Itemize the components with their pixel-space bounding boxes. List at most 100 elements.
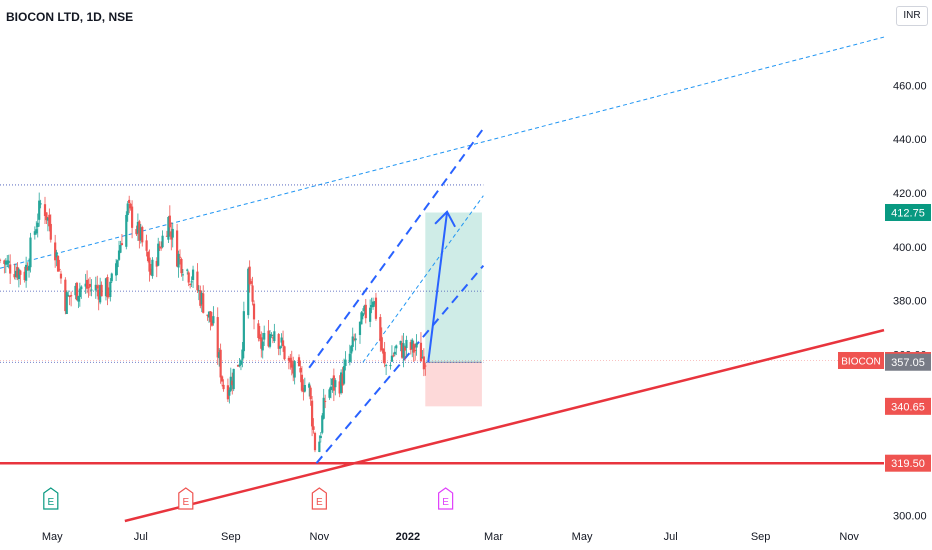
candle-body	[157, 243, 160, 266]
candle-body	[379, 317, 382, 342]
candle-body	[80, 286, 83, 290]
candle-body	[168, 215, 171, 228]
trendline-channel-upper[interactable]	[308, 127, 485, 369]
y-tick-label: 420.00	[893, 188, 927, 200]
stop-zone[interactable]	[425, 362, 482, 407]
candle-body	[354, 338, 357, 341]
candle-body	[350, 346, 353, 354]
trendline-upper-trend[interactable]	[0, 36, 885, 269]
candle-body	[33, 231, 36, 235]
candle-body	[100, 284, 103, 297]
candle-body	[187, 272, 190, 283]
candle-body	[180, 258, 183, 274]
currency-button[interactable]: INR	[896, 6, 928, 26]
earnings-marker[interactable]: E	[438, 487, 454, 510]
candle-body	[370, 305, 373, 308]
price-label-text: 319.50	[891, 458, 925, 470]
candle-body	[273, 331, 276, 342]
candle-body	[392, 355, 395, 357]
candle-body	[373, 301, 376, 305]
candle-body	[190, 281, 193, 283]
candle-body	[238, 364, 241, 367]
candle-body	[74, 285, 77, 296]
candle-body	[279, 346, 282, 349]
candle-body	[88, 283, 92, 287]
candle-body	[19, 270, 22, 275]
earnings-badge-shape	[311, 487, 327, 510]
candle-body	[293, 361, 296, 378]
trendlines	[0, 36, 885, 523]
candle-body	[4, 261, 7, 265]
trendline-rising-support[interactable]	[124, 328, 885, 523]
earnings-badge-label: E	[316, 497, 323, 508]
price-label-symbol-bg	[838, 351, 884, 369]
earnings-marker[interactable]: E	[178, 487, 194, 510]
candle-body	[107, 293, 110, 295]
candle-body	[90, 289, 93, 291]
candle-body	[342, 366, 346, 384]
candle-body	[329, 386, 333, 391]
arrow-shaft[interactable]	[427, 211, 449, 363]
candle-body	[197, 290, 200, 292]
candle-body	[331, 378, 334, 386]
candle-body	[390, 355, 394, 362]
candle-body	[136, 221, 139, 234]
target-zone[interactable]	[425, 212, 482, 363]
earnings-badge-label: E	[182, 497, 189, 508]
candle-body	[116, 260, 119, 268]
candle-body	[383, 351, 386, 364]
x-tick-label: Nov	[839, 531, 859, 543]
candle-body	[189, 283, 192, 285]
trendline-channel-lower[interactable]	[315, 264, 485, 464]
candle-body	[334, 380, 337, 388]
candle-body	[117, 250, 121, 260]
candle-body	[120, 243, 124, 246]
candle-body	[45, 212, 48, 221]
candle-body	[360, 312, 363, 325]
candle-body	[344, 359, 347, 366]
candle-body	[26, 267, 29, 270]
candle-body	[68, 295, 71, 298]
candle-body	[216, 317, 219, 358]
candle-body	[161, 235, 164, 248]
candle-body	[36, 222, 39, 228]
price-label-text: 340.65	[891, 401, 925, 413]
candle-body	[229, 376, 232, 391]
candle-body	[39, 203, 42, 205]
candle-body	[7, 260, 10, 264]
candle-body	[414, 350, 417, 352]
price-label-support: 319.50	[885, 454, 931, 472]
candle-body	[64, 279, 67, 312]
x-tick-label: May	[42, 531, 63, 543]
candle-body	[300, 374, 304, 391]
candle-body	[310, 400, 314, 427]
earnings-marker[interactable]: E	[43, 487, 59, 510]
candle-body	[340, 372, 343, 393]
trendline-channel-mid[interactable]	[362, 195, 484, 363]
candle-body	[54, 242, 57, 261]
candle-body	[236, 364, 240, 367]
candle-body	[280, 337, 283, 343]
y-tick-label: 300.00	[893, 511, 927, 523]
candle-body	[23, 271, 26, 280]
candle-body	[0, 259, 2, 261]
candle-body	[403, 346, 407, 351]
price-label-target: 412.75	[885, 203, 931, 221]
earnings-badge-shape	[178, 487, 194, 510]
candle-body	[210, 320, 214, 326]
x-tick-label: May	[572, 531, 593, 543]
candle-body	[56, 256, 60, 272]
earnings-marker[interactable]: E	[311, 487, 327, 510]
price-label-entry: 357.05	[885, 353, 931, 371]
candle-body	[271, 337, 274, 339]
y-tick-label: 460.00	[893, 80, 927, 92]
arrow-head[interactable]	[434, 210, 456, 228]
horizontal-levels	[0, 184, 884, 465]
x-tick-label: Sep	[751, 531, 771, 543]
candle-body	[200, 292, 203, 305]
candle-body	[324, 400, 327, 402]
candle-body	[405, 339, 408, 349]
candle-body	[389, 365, 392, 367]
